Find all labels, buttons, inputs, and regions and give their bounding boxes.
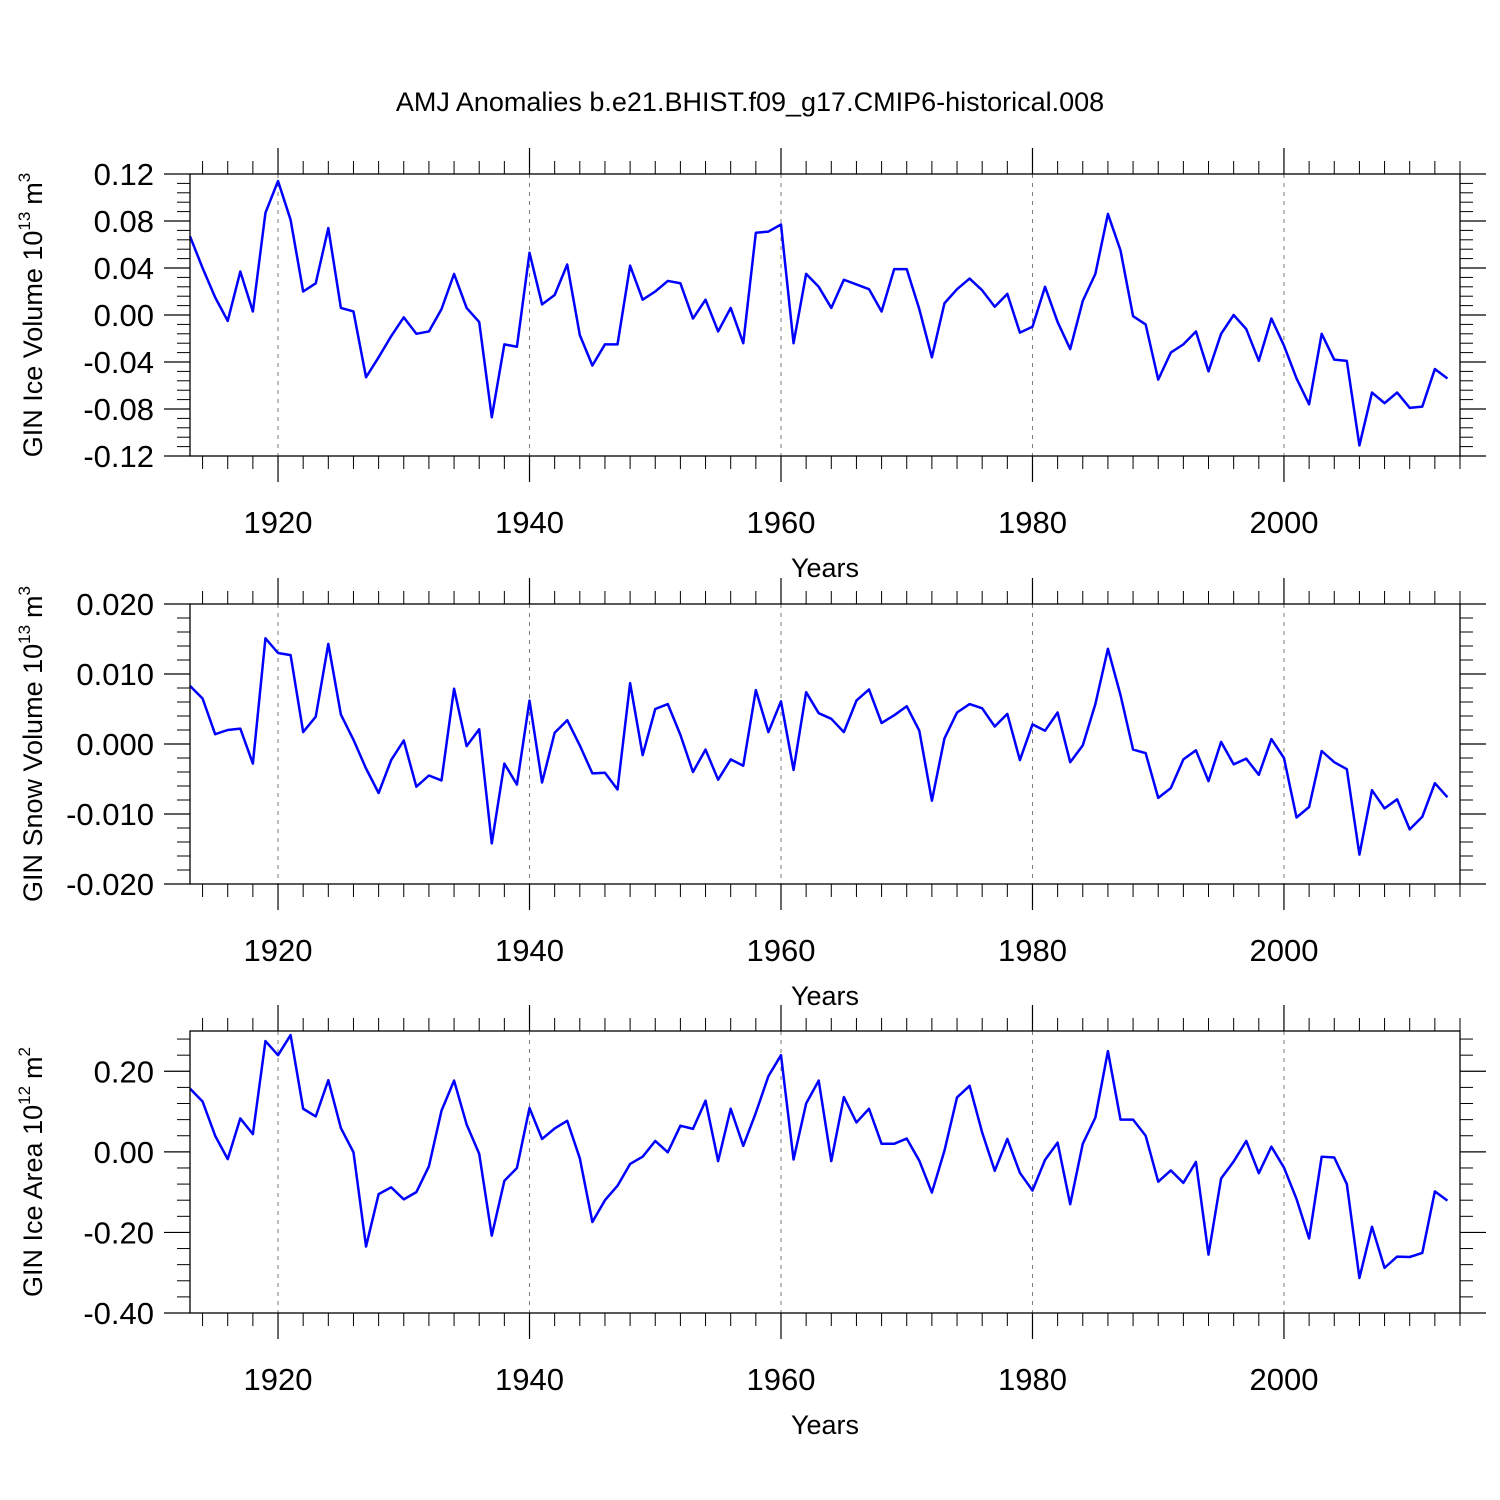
panel-ice-area-frame (189, 1030, 1461, 1314)
ice-volume-ytick-label: 0.12 (94, 157, 154, 192)
ice-area-xlabel: Years (791, 1410, 859, 1440)
ice-area-ytick-label: 0.20 (94, 1054, 154, 1089)
snow-volume-ytick-label: -0.020 (66, 867, 154, 902)
ice-volume-series-line (188, 179, 1449, 447)
panel-ice-area-grid (277, 1031, 1285, 1313)
ice-volume-ytick-label: 0.00 (94, 298, 154, 333)
ice-volume-ytick-label: -0.12 (83, 439, 154, 474)
ice-volume-ytick-label: 0.08 (94, 204, 154, 239)
ice-area-ytick-label: 0.00 (94, 1135, 154, 1170)
snow-volume-xtick-label: 1920 (244, 933, 313, 968)
ice-area-ylabel: GIN Ice Area 1012m2 (15, 1047, 48, 1297)
panel-ice-volume-frame (189, 173, 1461, 457)
ice-area-xtick-label: 1920 (244, 1362, 313, 1397)
ice-volume-ytick-label: 0.04 (94, 251, 154, 286)
panel-ice-volume: 1920 1940 1960 1980 2000 0.12 0.08 0.04 0.00 -0.0… (15, 148, 1486, 583)
snow-volume-ylabel: GIN Snow Volume 1013m3 (15, 586, 48, 902)
snow-volume-xtick-label: 1980 (998, 933, 1067, 968)
ice-volume-ytick-label: -0.04 (83, 345, 154, 380)
snow-volume-ytick-label: 0.000 (76, 727, 154, 762)
ice-volume-xtick-label: 2000 (1249, 505, 1318, 540)
snow-volume-ytick-label: -0.010 (66, 797, 154, 832)
ice-volume-ylabel: GIN Ice Volume 1013m3 (15, 173, 48, 458)
ice-volume-xlabel: Years (791, 553, 859, 583)
ice-area-series-line (189, 1033, 1449, 1280)
ice-area-xtick-label: 1960 (747, 1362, 816, 1397)
panel-ice-area: 1920 1940 1960 1980 2000 0.20 0.00 -0.20 -0.40 G… (15, 1005, 1486, 1440)
ice-area-xtick-label: 2000 (1249, 1362, 1318, 1397)
snow-volume-series-line (189, 637, 1449, 856)
panel-snow-volume-frame (189, 603, 1461, 885)
ice-volume-xtick-label: 1960 (747, 505, 816, 540)
snow-volume-xtick-label: 2000 (1249, 933, 1318, 968)
panel-ice-volume-grid (277, 174, 1285, 456)
panel-snow-volume: 1920 1940 1960 1980 2000 0.020 0.010 0.000 -0.01… (15, 578, 1486, 1011)
ice-area-xtick-label: 1980 (998, 1362, 1067, 1397)
snow-volume-xtick-label: 1960 (747, 933, 816, 968)
snow-volume-ytick-label: 0.010 (76, 657, 154, 692)
ice-area-ytick-label: -0.20 (83, 1215, 154, 1250)
figure-title: AMJ Anomalies b.e21.BHIST.f09_g17.CMIP6-… (396, 87, 1104, 117)
panel-ice-volume-ticks: 1920 1940 1960 1980 2000 0.12 0.08 0.04 0.00 -0.0… (83, 148, 1486, 540)
ice-volume-xtick-label: 1940 (495, 505, 564, 540)
ice-volume-xtick-label: 1980 (998, 505, 1067, 540)
snow-volume-xlabel: Years (791, 981, 859, 1011)
ice-volume-ytick-label: -0.08 (83, 392, 154, 427)
panel-snow-volume-ticks: 1920 1940 1960 1980 2000 0.020 0.010 0.000 -0.01… (66, 578, 1486, 968)
snow-volume-ytick-label: 0.020 (76, 587, 154, 622)
snow-volume-xtick-label: 1940 (495, 933, 564, 968)
ice-area-ytick-label: -0.40 (83, 1296, 154, 1331)
panel-ice-area-ticks: 1920 1940 1960 1980 2000 0.20 0.00 -0.20 -0.40 (83, 1005, 1486, 1397)
ice-area-xtick-label: 1940 (495, 1362, 564, 1397)
ice-volume-xtick-label: 1920 (244, 505, 313, 540)
panel-snow-volume-grid (277, 604, 1285, 884)
